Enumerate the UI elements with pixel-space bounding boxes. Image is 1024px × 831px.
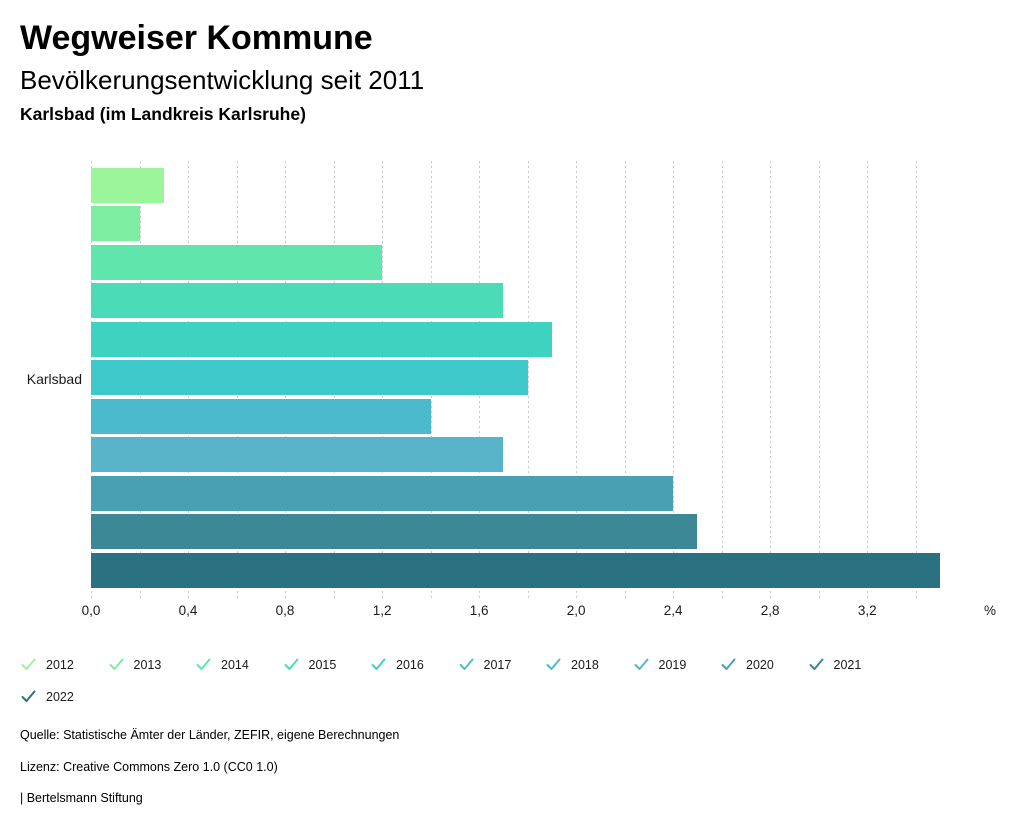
gridline — [624, 161, 626, 600]
bar-2017[interactable] — [91, 360, 528, 396]
license-note: Lizenz: Creative Commons Zero 1.0 (CC0 1… — [20, 760, 278, 774]
bar-2016[interactable] — [91, 321, 552, 357]
bar-2021[interactable] — [91, 514, 698, 550]
legend-item-2015[interactable]: 2015 — [284, 655, 372, 674]
page-title: Wegweiser Kommune — [20, 19, 373, 57]
check-icon — [21, 690, 36, 702]
x-tick-label: 0,0 — [81, 603, 101, 618]
check-icon — [721, 658, 736, 670]
x-tick-label: 2,8 — [760, 603, 780, 618]
legend-year-label: 2021 — [833, 657, 862, 672]
gridline — [527, 161, 529, 600]
brand-note: | Bertelsmann Stiftung — [20, 791, 143, 805]
check-icon — [109, 658, 123, 670]
legend-year-label: 2020 — [746, 657, 774, 672]
check-icon — [459, 658, 473, 670]
check-icon — [196, 658, 211, 670]
gridline — [673, 161, 675, 600]
check-icon — [634, 658, 648, 670]
source-note: Quelle: Statistische Ämter der Länder, Z… — [20, 728, 400, 742]
legend-item-2019[interactable]: 2019 — [634, 655, 722, 674]
check-icon — [809, 658, 823, 670]
check-icon — [284, 658, 298, 670]
legend-item-2016[interactable]: 2016 — [371, 655, 459, 674]
gridline — [770, 161, 772, 600]
check-icon — [546, 658, 561, 670]
bar-2022[interactable] — [91, 552, 940, 588]
gridline — [576, 161, 578, 600]
check-icon — [21, 658, 36, 670]
legend-year-label: 2015 — [308, 657, 337, 672]
x-tick-label: 0,8 — [275, 603, 295, 618]
bar-2018[interactable] — [91, 398, 431, 434]
bar-2012[interactable] — [91, 168, 164, 203]
x-tick-label: 1,2 — [372, 603, 392, 618]
gridline — [915, 161, 917, 600]
legend-year-label: 2016 — [396, 657, 424, 672]
legend-year-label: 2018 — [571, 657, 599, 672]
bar-2014[interactable] — [91, 244, 383, 280]
bar-2013[interactable] — [91, 206, 140, 242]
legend: 2012 2013 2014 2015 2016 2017 2018 2019 2020 2021… — [21, 655, 911, 706]
legend-item-2014[interactable]: 2014 — [196, 655, 284, 674]
legend-item-2013[interactable]: 2013 — [109, 655, 197, 674]
legend-year-label: 2014 — [221, 657, 249, 672]
x-tick-label: 1,6 — [469, 603, 489, 618]
category-label: Karlsbad — [26, 371, 82, 387]
x-tick-label: 2,4 — [663, 603, 683, 618]
legend-item-2012[interactable]: 2012 — [21, 655, 109, 674]
legend-item-2021[interactable]: 2021 — [809, 655, 897, 674]
chart-title: Bevölkerungsentwicklung seit 2011 — [20, 65, 425, 95]
bar-2015[interactable] — [91, 283, 504, 319]
legend-year-label: 2013 — [133, 657, 162, 672]
legend-year-label: 2022 — [46, 689, 74, 704]
legend-item-2017[interactable]: 2017 — [459, 655, 547, 674]
legend-item-2022[interactable]: 2022 — [21, 687, 109, 706]
gridline — [721, 161, 723, 600]
gridline — [818, 161, 820, 600]
legend-year-label: 2019 — [658, 657, 687, 672]
x-axis-unit-label: % — [984, 603, 997, 618]
legend-item-2018[interactable]: 2018 — [546, 655, 634, 674]
legend-item-2020[interactable]: 2020 — [721, 655, 809, 674]
chart-location-subtitle: Karlsbad (im Landkreis Karlsruhe) — [20, 104, 306, 124]
bar-2020[interactable] — [91, 475, 674, 511]
legend-year-label: 2012 — [46, 657, 74, 672]
gridline — [867, 161, 869, 600]
plot-area — [91, 161, 940, 600]
x-tick-label: 0,4 — [178, 603, 198, 618]
x-tick-label: 2,0 — [566, 603, 586, 618]
x-tick-label: 3,2 — [857, 603, 877, 618]
legend-year-label: 2017 — [483, 657, 512, 672]
check-icon — [371, 658, 386, 670]
bar-2019[interactable] — [91, 437, 504, 473]
